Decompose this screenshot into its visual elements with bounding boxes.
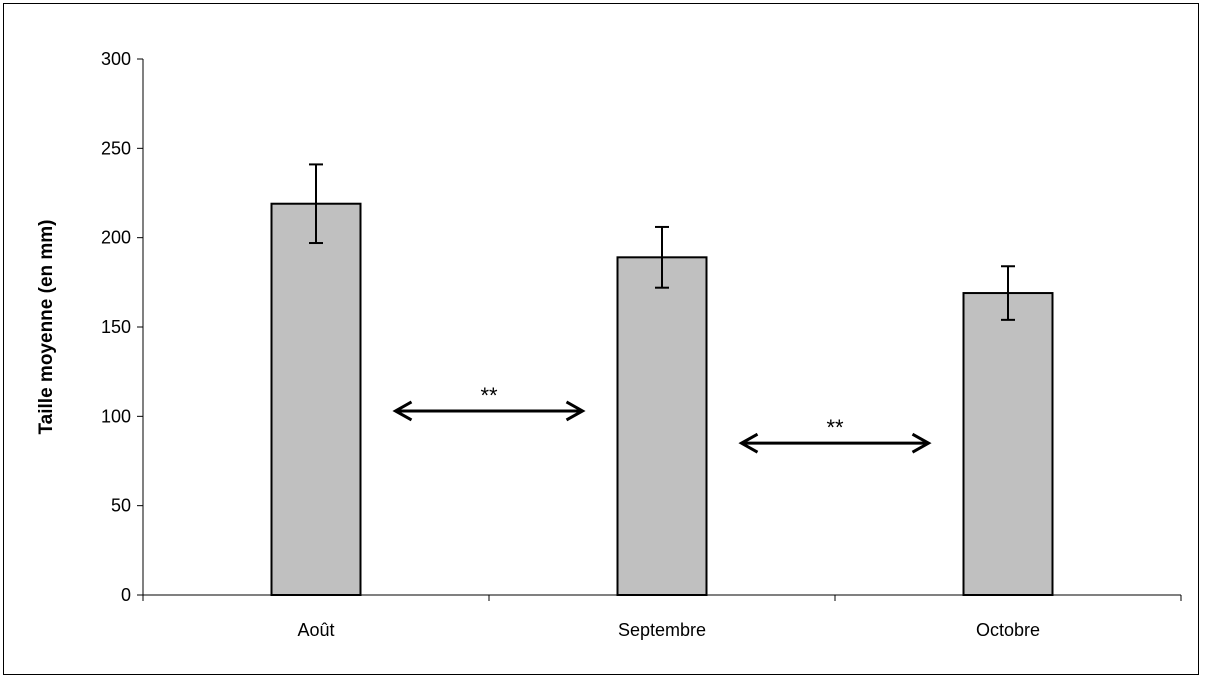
x-tick-label: Octobre [976,620,1040,640]
y-tick-label: 0 [121,585,131,605]
significance-label: ** [480,383,498,408]
bar [270,202,362,596]
arrowhead-right [911,432,932,454]
arrowhead-left [738,432,759,454]
x-tick-label: Septembre [618,620,706,640]
y-axis-title: Taille moyenne (en mm) [36,219,57,434]
y-tick-label: 50 [111,496,131,516]
arrowhead-right [565,400,586,422]
y-tick-label: 100 [101,406,131,426]
y-tick-label: 300 [101,49,131,69]
significance-label: ** [826,415,844,440]
y-tick-label: 250 [101,138,131,158]
arrowhead-left [392,400,413,422]
bar [616,256,708,596]
y-axis: 0 50 100 150 200 250 300 [101,49,144,605]
x-tick-label: Août [297,620,334,640]
y-tick-label: 200 [101,228,131,248]
significance-annotations: ** ** [392,383,932,454]
x-axis: Août Septembre Octobre [142,594,1182,640]
y-tick-label: 150 [101,317,131,337]
chart-frame: 0 50 100 150 200 250 300 Août Septembre Octobre … [3,3,1199,675]
bar [962,292,1054,596]
bars [270,163,1054,596]
